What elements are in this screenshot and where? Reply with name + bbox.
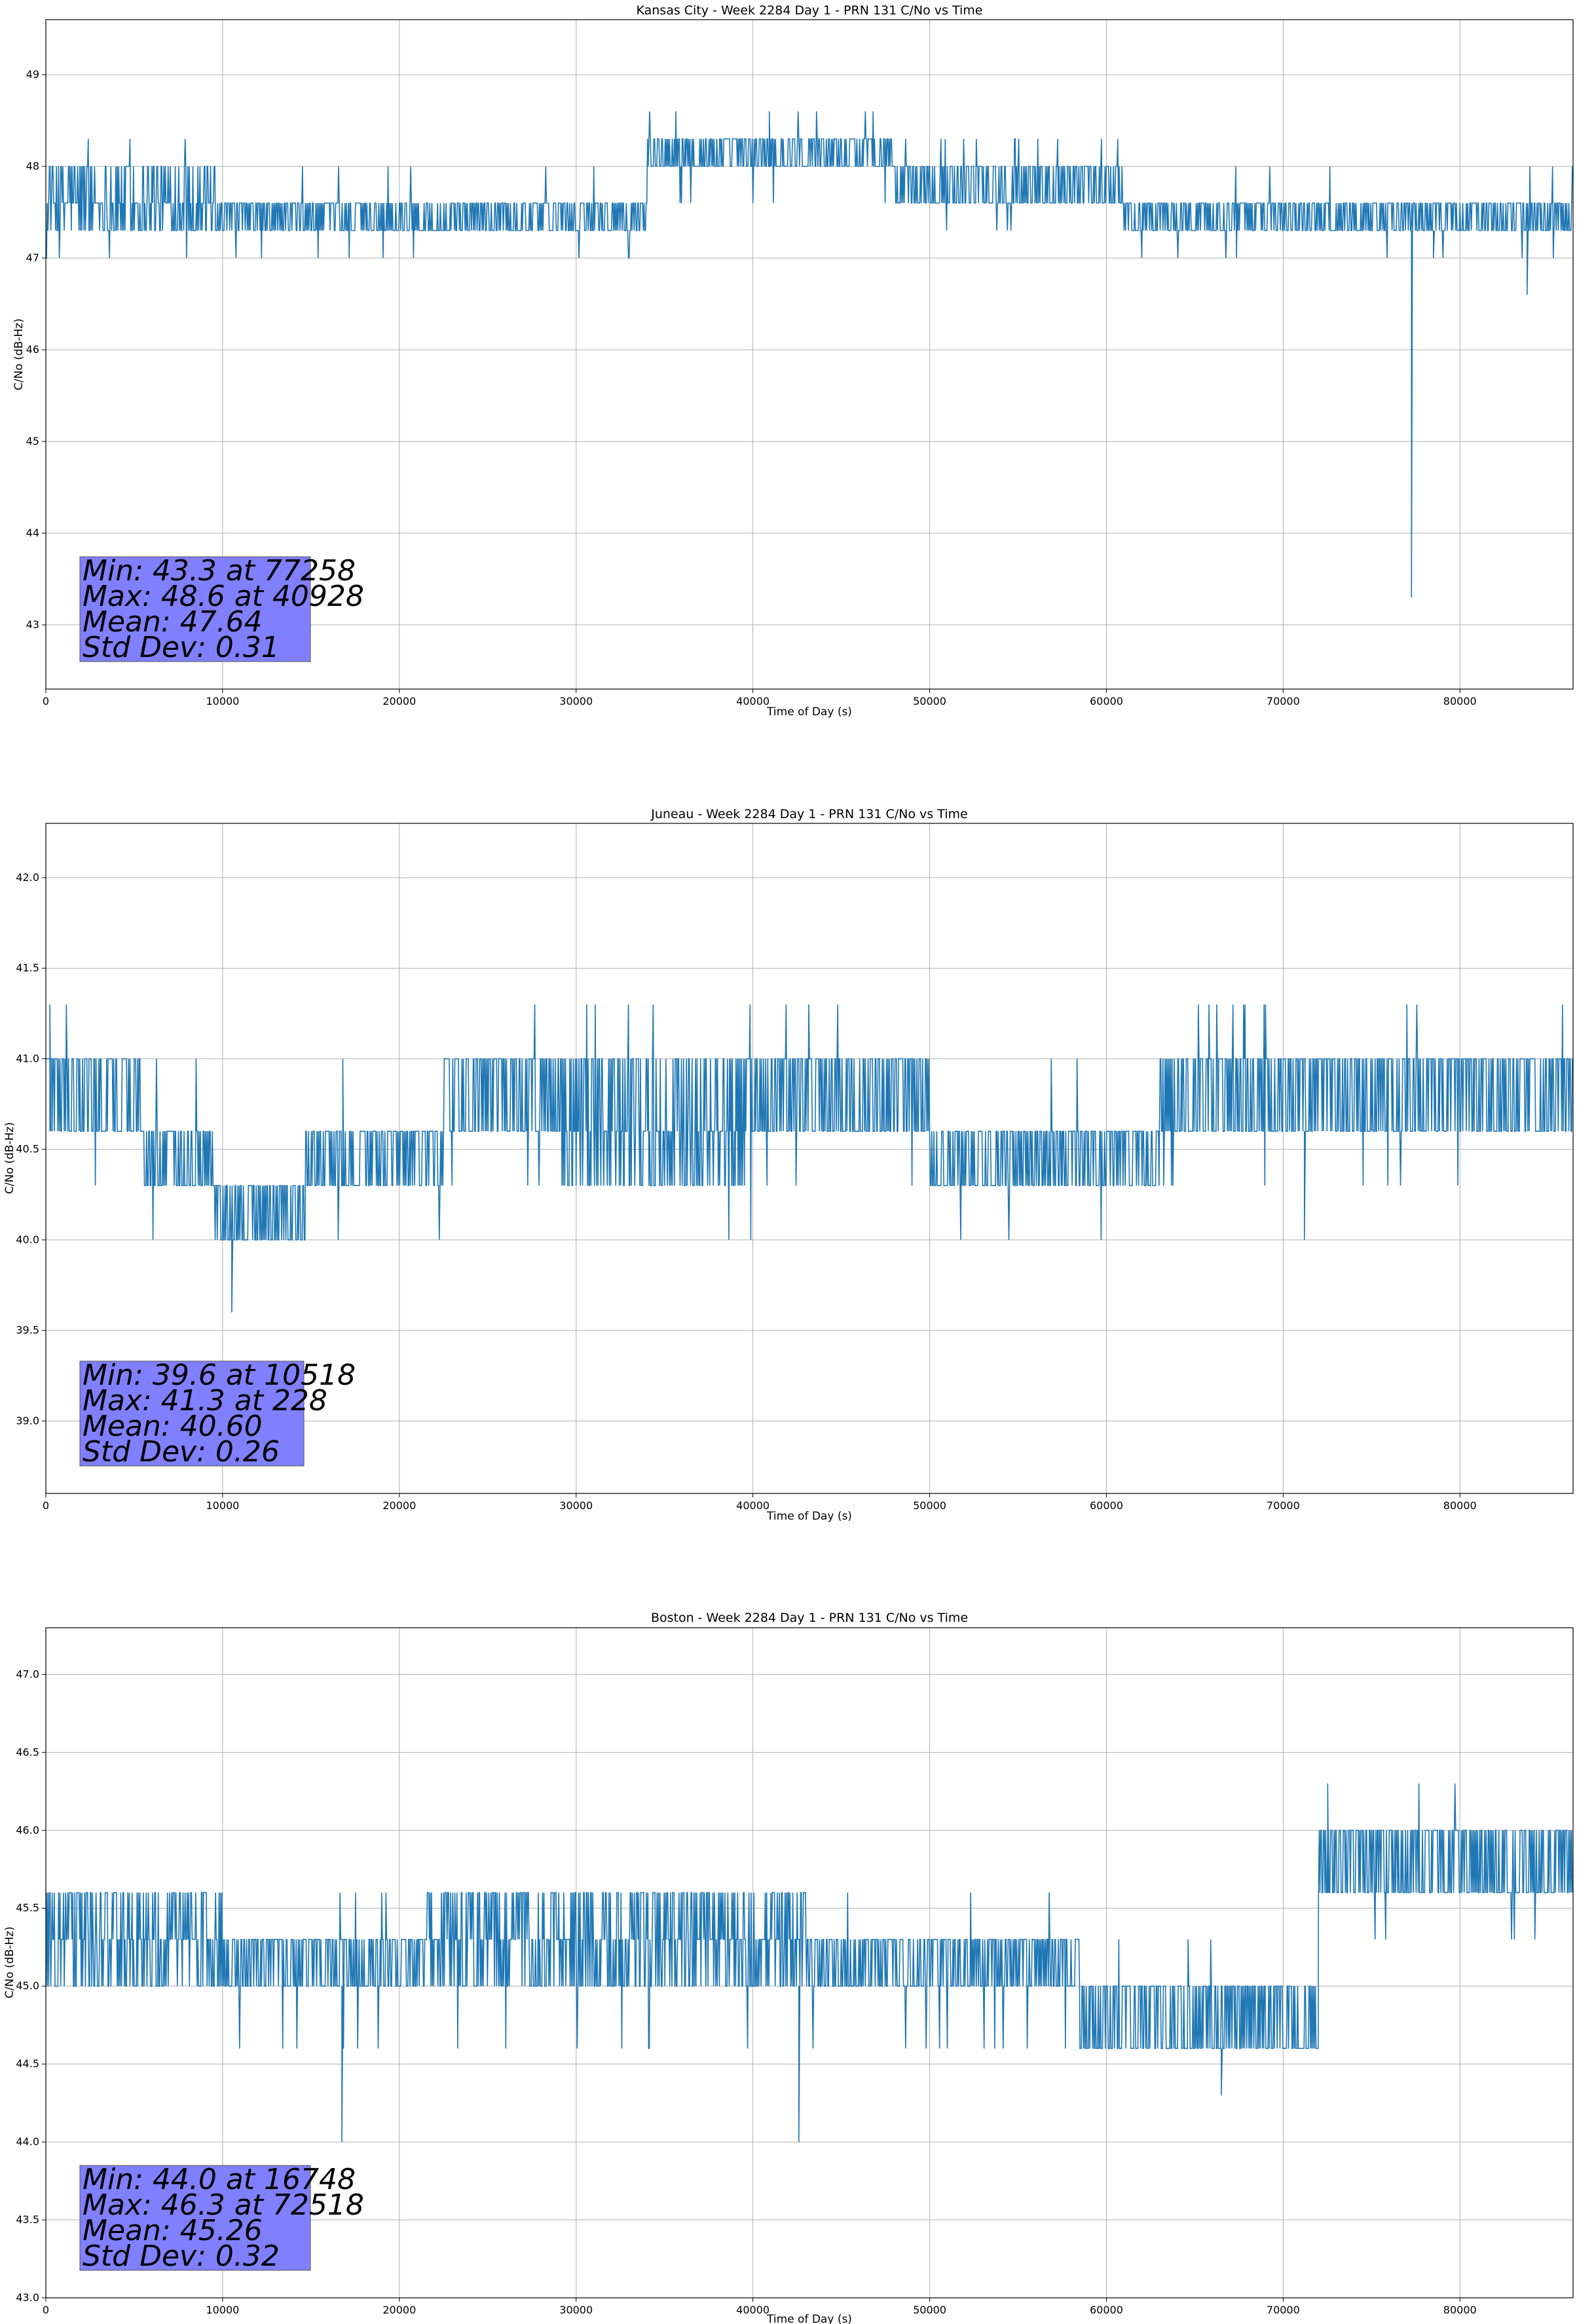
x-tick-label: 30000 xyxy=(559,2304,593,2316)
stats-max: Max: 46.3 at 72518 xyxy=(83,2188,364,2222)
series-trace xyxy=(46,1004,1573,1313)
x-tick-label: 20000 xyxy=(382,1499,416,1512)
stats-std-dev: Std Dev: 0.31 xyxy=(83,631,280,664)
series-trace xyxy=(45,1783,1573,2143)
y-tick-label: 40.0 xyxy=(16,1233,39,1246)
y-tick-label: 45.5 xyxy=(16,1902,39,1914)
x-tick-label: 10000 xyxy=(206,695,239,707)
x-tick-label: 20000 xyxy=(382,2304,416,2316)
stats-max: Max: 48.6 at 40928 xyxy=(83,580,364,613)
x-tick-label: 0 xyxy=(43,695,49,707)
x-tick-label: 10000 xyxy=(206,2304,239,2316)
x-tick-label: 60000 xyxy=(1090,1499,1123,1512)
stats-box: Min: 39.6 at 10518 Max: 41.3 at 228 Mean… xyxy=(79,1359,356,1469)
y-axis-ticks: 43.0 43.5 44.0 44.5 45.0 45.5 46.0 46.5 47.0 xyxy=(16,1668,46,2304)
x-axis-label: Time of Day (s) xyxy=(766,1510,852,1523)
series-line xyxy=(46,111,1573,598)
y-axis-label: C/No (dB-Hz) xyxy=(12,318,26,390)
plot-frame xyxy=(45,1627,1574,2298)
series-line xyxy=(45,1783,1573,2143)
chart-title: Juneau - Week 2284 Day 1 - PRN 131 C/No … xyxy=(650,807,968,821)
y-axis-ticks: 43 44 45 46 47 48 49 xyxy=(26,68,46,631)
chart-title: Kansas City - Week 2284 Day 1 - PRN 131 … xyxy=(637,3,983,18)
y-tick-label: 40.5 xyxy=(16,1143,39,1155)
y-tick-label: 39.5 xyxy=(16,1324,39,1336)
x-axis-ticks: 0 10000 20000 30000 40000 50000 60000 70000 8000… xyxy=(43,1493,1477,1512)
x-tick-label: 20000 xyxy=(382,695,416,707)
chart-panel-boston: Boston - Week 2284 Day 1 - PRN 131 C/No … xyxy=(3,1611,1574,2324)
stats-std-dev: Std Dev: 0.26 xyxy=(83,1435,280,1469)
x-tick-label: 30000 xyxy=(559,695,593,707)
y-tick-label: 44.0 xyxy=(16,2135,39,2148)
x-axis-ticks: 0 10000 20000 30000 40000 50000 60000 70000 8000… xyxy=(43,689,1477,707)
y-tick-label: 39.0 xyxy=(16,1414,39,1427)
gridlines xyxy=(46,823,1573,1493)
y-tick-label: 43.0 xyxy=(16,2291,39,2304)
x-axis-label: Time of Day (s) xyxy=(766,2313,852,2324)
y-tick-label: 43.5 xyxy=(16,2213,39,2226)
chart-panel-kansas-city: Kansas City - Week 2284 Day 1 - PRN 131 … xyxy=(12,3,1574,719)
stats-min: Min: 43.3 at 77258 xyxy=(83,554,356,588)
stats-std-dev: Std Dev: 0.32 xyxy=(83,2240,280,2273)
plot-frame xyxy=(45,823,1574,1494)
x-tick-label: 50000 xyxy=(913,695,946,707)
y-tick-label: 45 xyxy=(26,435,39,447)
y-tick-label: 45.0 xyxy=(16,1979,39,1992)
x-tick-label: 80000 xyxy=(1443,695,1477,707)
x-tick-label: 70000 xyxy=(1267,2304,1300,2316)
x-tick-label: 80000 xyxy=(1443,2304,1477,2316)
x-tick-label: 50000 xyxy=(913,2304,946,2316)
y-tick-label: 47 xyxy=(26,252,39,264)
stats-box: Min: 43.3 at 77258 Max: 48.6 at 40928 Me… xyxy=(79,554,364,664)
stats-mean: Mean: 45.26 xyxy=(83,2214,263,2247)
y-tick-label: 47.0 xyxy=(16,1668,39,1680)
x-tick-label: 0 xyxy=(43,2304,49,2316)
x-axis-label: Time of Day (s) xyxy=(766,705,852,719)
stats-max: Max: 41.3 at 228 xyxy=(83,1384,327,1417)
stats-min: Min: 39.6 at 10518 xyxy=(83,1359,356,1392)
x-tick-label: 60000 xyxy=(1090,2304,1123,2316)
y-tick-label: 48 xyxy=(26,160,39,172)
y-tick-label: 43 xyxy=(26,618,39,631)
stats-box-background xyxy=(79,1360,305,1467)
y-axis-label: C/No (dB-Hz) xyxy=(3,1926,16,1998)
x-tick-label: 70000 xyxy=(1267,695,1300,707)
x-tick-label: 40000 xyxy=(736,2304,770,2316)
stats-box: Min: 44.0 at 16748 Max: 46.3 at 72518 Me… xyxy=(79,2163,364,2273)
stats-mean: Mean: 40.60 xyxy=(83,1410,263,1443)
series-trace xyxy=(46,111,1573,598)
stats-min: Min: 44.0 at 16748 xyxy=(83,2163,356,2196)
x-tick-label: 30000 xyxy=(559,1499,593,1512)
y-tick-label: 42.0 xyxy=(16,871,39,884)
chart-panel-juneau: Juneau - Week 2284 Day 1 - PRN 131 C/No … xyxy=(3,807,1574,1523)
stats-box-background xyxy=(79,2165,311,2271)
y-tick-label: 41.5 xyxy=(16,962,39,974)
chart-title: Boston - Week 2284 Day 1 - PRN 131 C/No … xyxy=(651,1611,968,1625)
y-tick-label: 41.0 xyxy=(16,1052,39,1064)
y-tick-label: 44.5 xyxy=(16,2057,39,2070)
y-tick-label: 46.5 xyxy=(16,1746,39,1758)
x-tick-label: 10000 xyxy=(206,1499,239,1512)
y-tick-label: 49 xyxy=(26,68,39,81)
x-tick-label: 0 xyxy=(43,1499,49,1512)
y-tick-label: 44 xyxy=(26,527,39,539)
y-axis-ticks: 39.0 39.5 40.0 40.5 41.0 41.5 42.0 xyxy=(16,871,46,1427)
plot-frame xyxy=(45,19,1574,690)
y-tick-label: 46.0 xyxy=(16,1824,39,1836)
x-tick-label: 80000 xyxy=(1443,1499,1477,1512)
x-tick-label: 60000 xyxy=(1090,695,1123,707)
gridlines xyxy=(46,20,1573,689)
y-axis-label: C/No (dB-Hz) xyxy=(3,1122,16,1194)
stats-mean: Mean: 47.64 xyxy=(83,605,263,639)
stats-box-background xyxy=(79,556,311,662)
x-tick-label: 40000 xyxy=(736,695,770,707)
series-line xyxy=(46,1004,1573,1313)
x-tick-label: 40000 xyxy=(736,1499,770,1512)
x-tick-label: 50000 xyxy=(913,1499,946,1512)
y-tick-label: 46 xyxy=(26,343,39,356)
x-tick-label: 70000 xyxy=(1267,1499,1300,1512)
x-axis-ticks: 0 10000 20000 30000 40000 50000 60000 70000 8000… xyxy=(43,2298,1477,2316)
